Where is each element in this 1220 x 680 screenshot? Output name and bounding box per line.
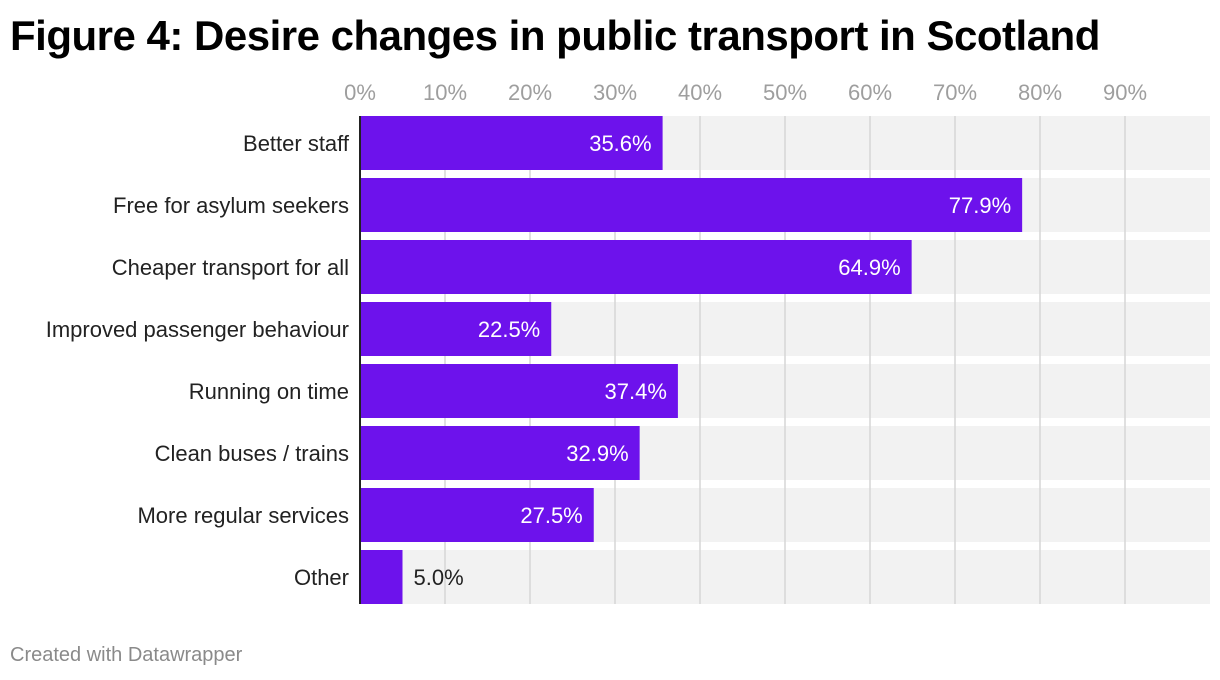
x-tick-label: 90% bbox=[1103, 80, 1147, 105]
value-label: 22.5% bbox=[478, 317, 540, 342]
bar bbox=[360, 116, 663, 170]
x-tick-label: 50% bbox=[763, 80, 807, 105]
category-label: Other bbox=[294, 565, 349, 590]
bar bbox=[360, 364, 678, 418]
x-axis-ticks: 0% 10% 20% 30% 40% 50% 60% 70% 80% 90% bbox=[344, 80, 1147, 105]
x-tick-label: 30% bbox=[593, 80, 637, 105]
value-label: 77.9% bbox=[949, 193, 1011, 218]
value-label: 32.9% bbox=[566, 441, 628, 466]
category-label: Cheaper transport for all bbox=[112, 255, 349, 280]
category-label: More regular services bbox=[137, 503, 349, 528]
x-tick-label: 60% bbox=[848, 80, 892, 105]
value-labels: 35.6% 77.9% 64.9% 22.5% 37.4% 32.9% 27.5% 5.0% bbox=[414, 131, 1012, 590]
x-tick-label: 0% bbox=[344, 80, 376, 105]
bar bbox=[360, 426, 640, 480]
chart-title: Figure 4: Desire changes in public trans… bbox=[10, 12, 1100, 59]
category-label: Free for asylum seekers bbox=[113, 193, 349, 218]
x-tick-label: 20% bbox=[508, 80, 552, 105]
x-tick-label: 70% bbox=[933, 80, 977, 105]
value-label: 35.6% bbox=[589, 131, 651, 156]
category-label: Improved passenger behaviour bbox=[46, 317, 349, 342]
x-tick-label: 40% bbox=[678, 80, 722, 105]
credit-footer: Created with Datawrapper bbox=[10, 644, 243, 666]
bar bbox=[360, 550, 403, 604]
bar bbox=[360, 302, 552, 356]
category-labels: Better staff Free for asylum seekers Cheap… bbox=[46, 131, 350, 590]
value-label: 64.9% bbox=[838, 255, 900, 280]
x-tick-label: 10% bbox=[423, 80, 467, 105]
x-tick-label: 80% bbox=[1018, 80, 1062, 105]
value-label: 5.0% bbox=[414, 565, 464, 590]
bar bbox=[360, 488, 594, 542]
bar bbox=[360, 240, 912, 294]
category-label: Running on time bbox=[189, 379, 349, 404]
category-label: Clean buses / trains bbox=[155, 441, 349, 466]
category-label: Better staff bbox=[243, 131, 350, 156]
bars bbox=[360, 116, 1023, 604]
bar bbox=[360, 178, 1023, 232]
value-label: 37.4% bbox=[605, 379, 667, 404]
value-label: 27.5% bbox=[520, 503, 582, 528]
